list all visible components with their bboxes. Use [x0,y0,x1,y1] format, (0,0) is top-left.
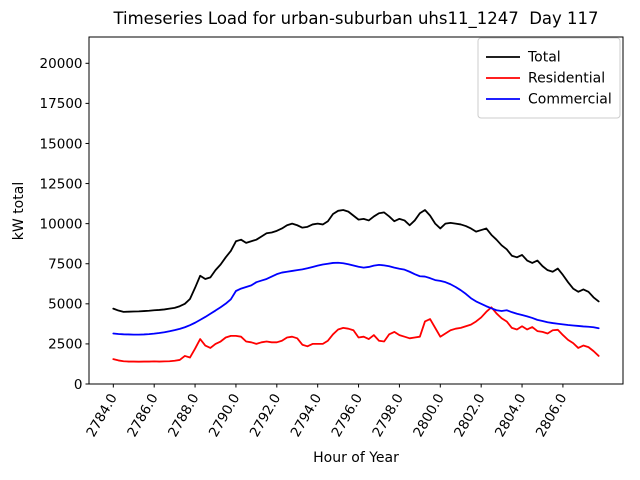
x-tick-label: 2792.0 [247,391,284,440]
y-tick-label: 7500 [48,257,82,273]
series-line-total [112,209,600,313]
x-tick-label: 2788.0 [165,391,202,440]
x-tick-label: 2800.0 [410,391,447,440]
y-tick-label: 17500 [40,96,83,112]
x-tick-label: 2784.0 [83,391,120,440]
chart-title: Timeseries Load for urban-suburban uhs11… [112,9,598,29]
x-tick-label: 2804.0 [492,391,529,440]
legend-label-total: Total [527,50,561,66]
legend: Total Residential Commercial [477,37,621,119]
series-line-residential [112,306,600,363]
legend-label-residential: Residential [528,71,605,87]
x-axis-label: Hour of Year [313,450,399,466]
y-tick-label: 20000 [40,56,83,72]
y-tick-label: 15000 [40,136,83,152]
legend-entry-total: Total [486,50,561,66]
x-tick-label: 2786.0 [124,391,161,440]
y-tick-label: 12500 [40,176,83,192]
legend-entry-commercial: Commercial [486,92,612,108]
legend-entry-residential: Residential [486,71,605,87]
x-tick-label: 2798.0 [369,391,406,440]
plot-area [88,36,624,385]
x-tick-label: 2796.0 [329,391,366,440]
x-tick-label: 2802.0 [451,391,488,440]
x-axis-ticks: 2784.0 2786.0 2788.0 2790.0 2792.0 2794.0 2796… [83,384,570,440]
x-tick-label: 2790.0 [206,391,243,440]
y-tick-label: 5000 [48,297,82,313]
series-line-commercial [112,261,600,336]
x-tick-label: 2794.0 [288,391,325,440]
legend-label-commercial: Commercial [528,92,612,108]
y-axis-label: kW total [11,182,27,240]
y-tick-label: 2500 [48,337,82,353]
y-tick-label: 10000 [40,216,83,232]
y-tick-label: 0 [74,377,83,393]
x-tick-label: 2806.0 [533,391,570,440]
series-lines [112,209,600,363]
y-axis-ticks: 0 2500 5000 7500 10000 12500 15000 17500 20000 [40,56,89,393]
legend-box [477,37,621,119]
